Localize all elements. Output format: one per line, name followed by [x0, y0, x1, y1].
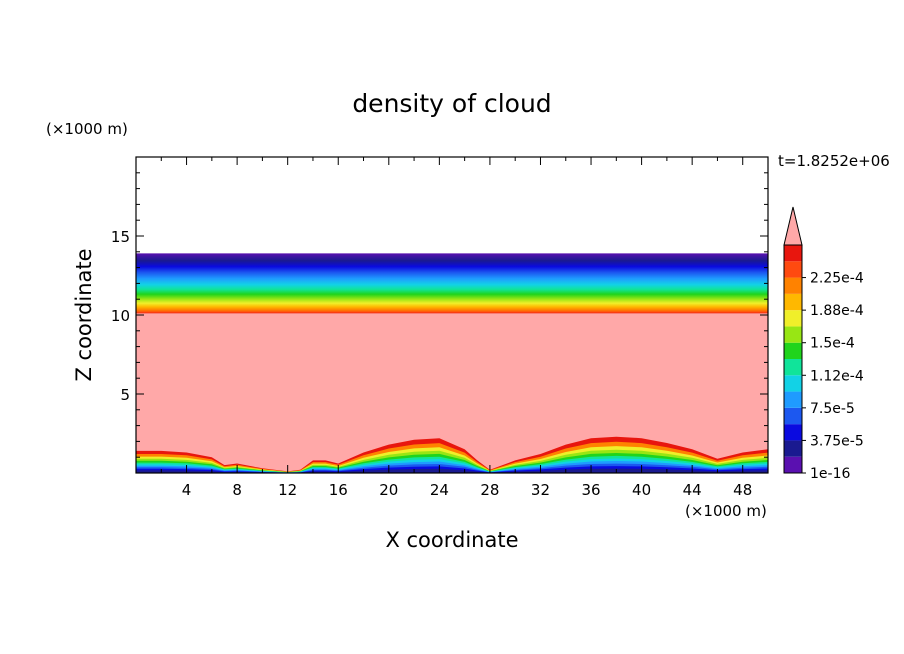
colorbar-swatch — [784, 407, 802, 425]
y-unit-label: (×1000 m) — [46, 120, 128, 138]
x-axis: 4 8 12 16 20 24 28 32 36 40 44 48 — [160, 157, 752, 499]
x-unit-label: (×1000 m) — [685, 502, 767, 520]
x-tick-label: 12 — [278, 481, 297, 499]
colorbar-label: 1.88e-4 — [810, 303, 864, 319]
colorbar-swatch — [784, 326, 802, 343]
y-axis: 5 10 15 — [111, 172, 768, 458]
colorbar-frame — [783, 244, 803, 474]
colorbar-label: 1.12e-4 — [810, 368, 864, 384]
surface-band-10 — [136, 468, 768, 473]
colorbar-swatch — [784, 359, 802, 376]
colorbar-swatch — [784, 424, 802, 441]
time-label: t=1.8252e+06 — [778, 152, 890, 170]
x-tick-label: 8 — [232, 481, 242, 499]
colorbar-label: 1.5e-4 — [810, 336, 855, 352]
y-tick-label: 5 — [120, 386, 130, 404]
near-surface-layer — [136, 436, 768, 473]
colorbar-swatch — [784, 391, 802, 408]
colorbar-swatch — [784, 456, 802, 473]
colorbar: 1e-16 3.75e-5 7.5e-5 1.12e-4 1.5e-4 1.88e-4 2.… — [783, 206, 864, 482]
colorbar-label: 1e-16 — [810, 466, 850, 482]
colorbar-swatch — [784, 310, 802, 327]
x-tick-label: 28 — [480, 481, 499, 499]
colorbar-label: 2.25e-4 — [810, 271, 864, 287]
colorbar-swatch — [784, 261, 802, 278]
upper-cloud-layer — [136, 253, 768, 314]
x-tick-label: 48 — [733, 481, 752, 499]
colorbar-swatch — [784, 293, 802, 311]
x-tick-label: 24 — [430, 481, 449, 499]
y-axis-title: Z coordinate — [72, 248, 96, 381]
colorbar-swatch — [784, 342, 802, 359]
y-tick-label: 10 — [111, 307, 130, 325]
colorbar-label: 7.5e-5 — [810, 401, 855, 417]
colorbar-swatch — [784, 440, 802, 457]
x-tick-label: 36 — [581, 481, 600, 499]
colorbar-over-arrow — [783, 206, 803, 246]
colorbar-swatch — [784, 245, 802, 262]
colorbar-swatch — [784, 375, 802, 392]
chart-title: density of cloud — [352, 89, 551, 118]
y-tick-label: 15 — [111, 228, 130, 246]
colorbar-label: 3.75e-5 — [810, 433, 864, 449]
colorbar-swatch — [784, 277, 802, 294]
x-tick-label: 20 — [379, 481, 398, 499]
x-tick-label: 40 — [632, 481, 651, 499]
x-tick-label: 4 — [182, 481, 192, 499]
density-field — [136, 157, 768, 473]
x-axis-title: X coordinate — [385, 528, 518, 552]
x-tick-label: 32 — [531, 481, 550, 499]
x-tick-label: 44 — [683, 481, 702, 499]
x-tick-label: 16 — [329, 481, 348, 499]
